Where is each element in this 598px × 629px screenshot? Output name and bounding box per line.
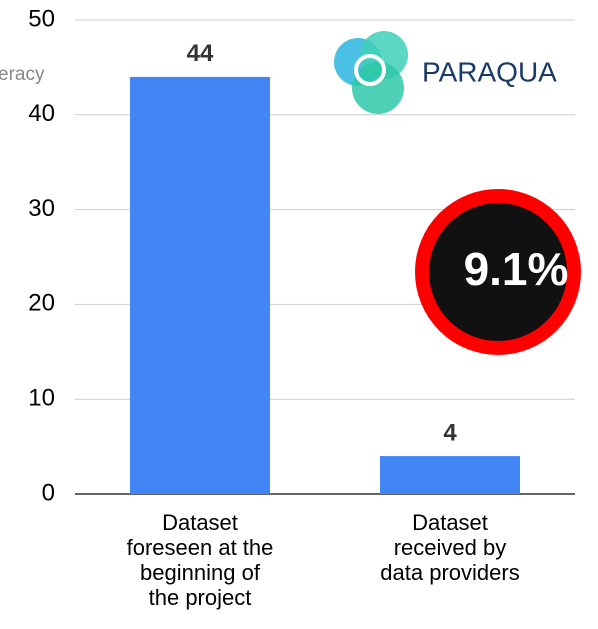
logo-text: PARAQUA [422,56,557,87]
y-tick-label: 40 [28,100,55,127]
annotation: 9.1% [464,243,569,295]
annotation-circle [415,189,581,355]
y-tick-label: 0 [42,479,55,506]
y-tick-label: 20 [28,290,55,317]
y-tick-label: 10 [28,385,55,412]
logo: PARAQUA [334,31,557,114]
cropped-text: eracy [0,64,45,85]
x-tick-label: Dataset received by data providers [380,510,520,585]
data-label: 44 [187,40,214,67]
bar [380,456,520,494]
y-tick-label: 50 [28,5,55,32]
bar [130,76,270,494]
y-tick-label: 30 [28,195,55,222]
data-label: 4 [443,419,457,446]
x-tick-label: Dataset foreseen at the beginning of the… [126,510,274,610]
